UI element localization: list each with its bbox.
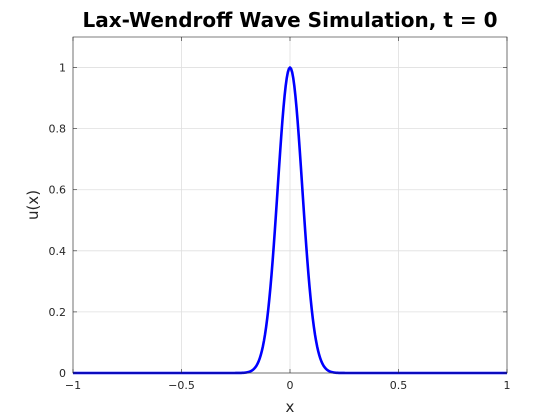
x-tick-label: −0.5 xyxy=(168,379,195,392)
y-tick-label: 0.4 xyxy=(49,245,67,258)
x-tick-label: 0.5 xyxy=(390,379,408,392)
y-tick-labels: 0 0.2 0.4 0.6 0.8 1 xyxy=(49,62,67,380)
y-tick-label: 0.8 xyxy=(49,123,67,136)
x-tick-labels: −1 −0.5 0 0.5 1 xyxy=(65,379,511,392)
x-axis-label: x xyxy=(286,398,295,416)
x-tick-label: 0 xyxy=(287,379,294,392)
y-tick-label: 1 xyxy=(59,62,66,75)
x-tick-label: 1 xyxy=(504,379,511,392)
y-tick-label: 0.6 xyxy=(49,184,67,197)
y-axis-label: u(x) xyxy=(24,190,42,220)
y-tick-label: 0.2 xyxy=(49,306,67,319)
x-tick-label: −1 xyxy=(65,379,81,392)
y-tick-label: 0 xyxy=(59,367,66,380)
tick-marks xyxy=(72,37,508,374)
chart-title: Lax-Wendroff Wave Simulation, t = 0 xyxy=(83,8,498,32)
